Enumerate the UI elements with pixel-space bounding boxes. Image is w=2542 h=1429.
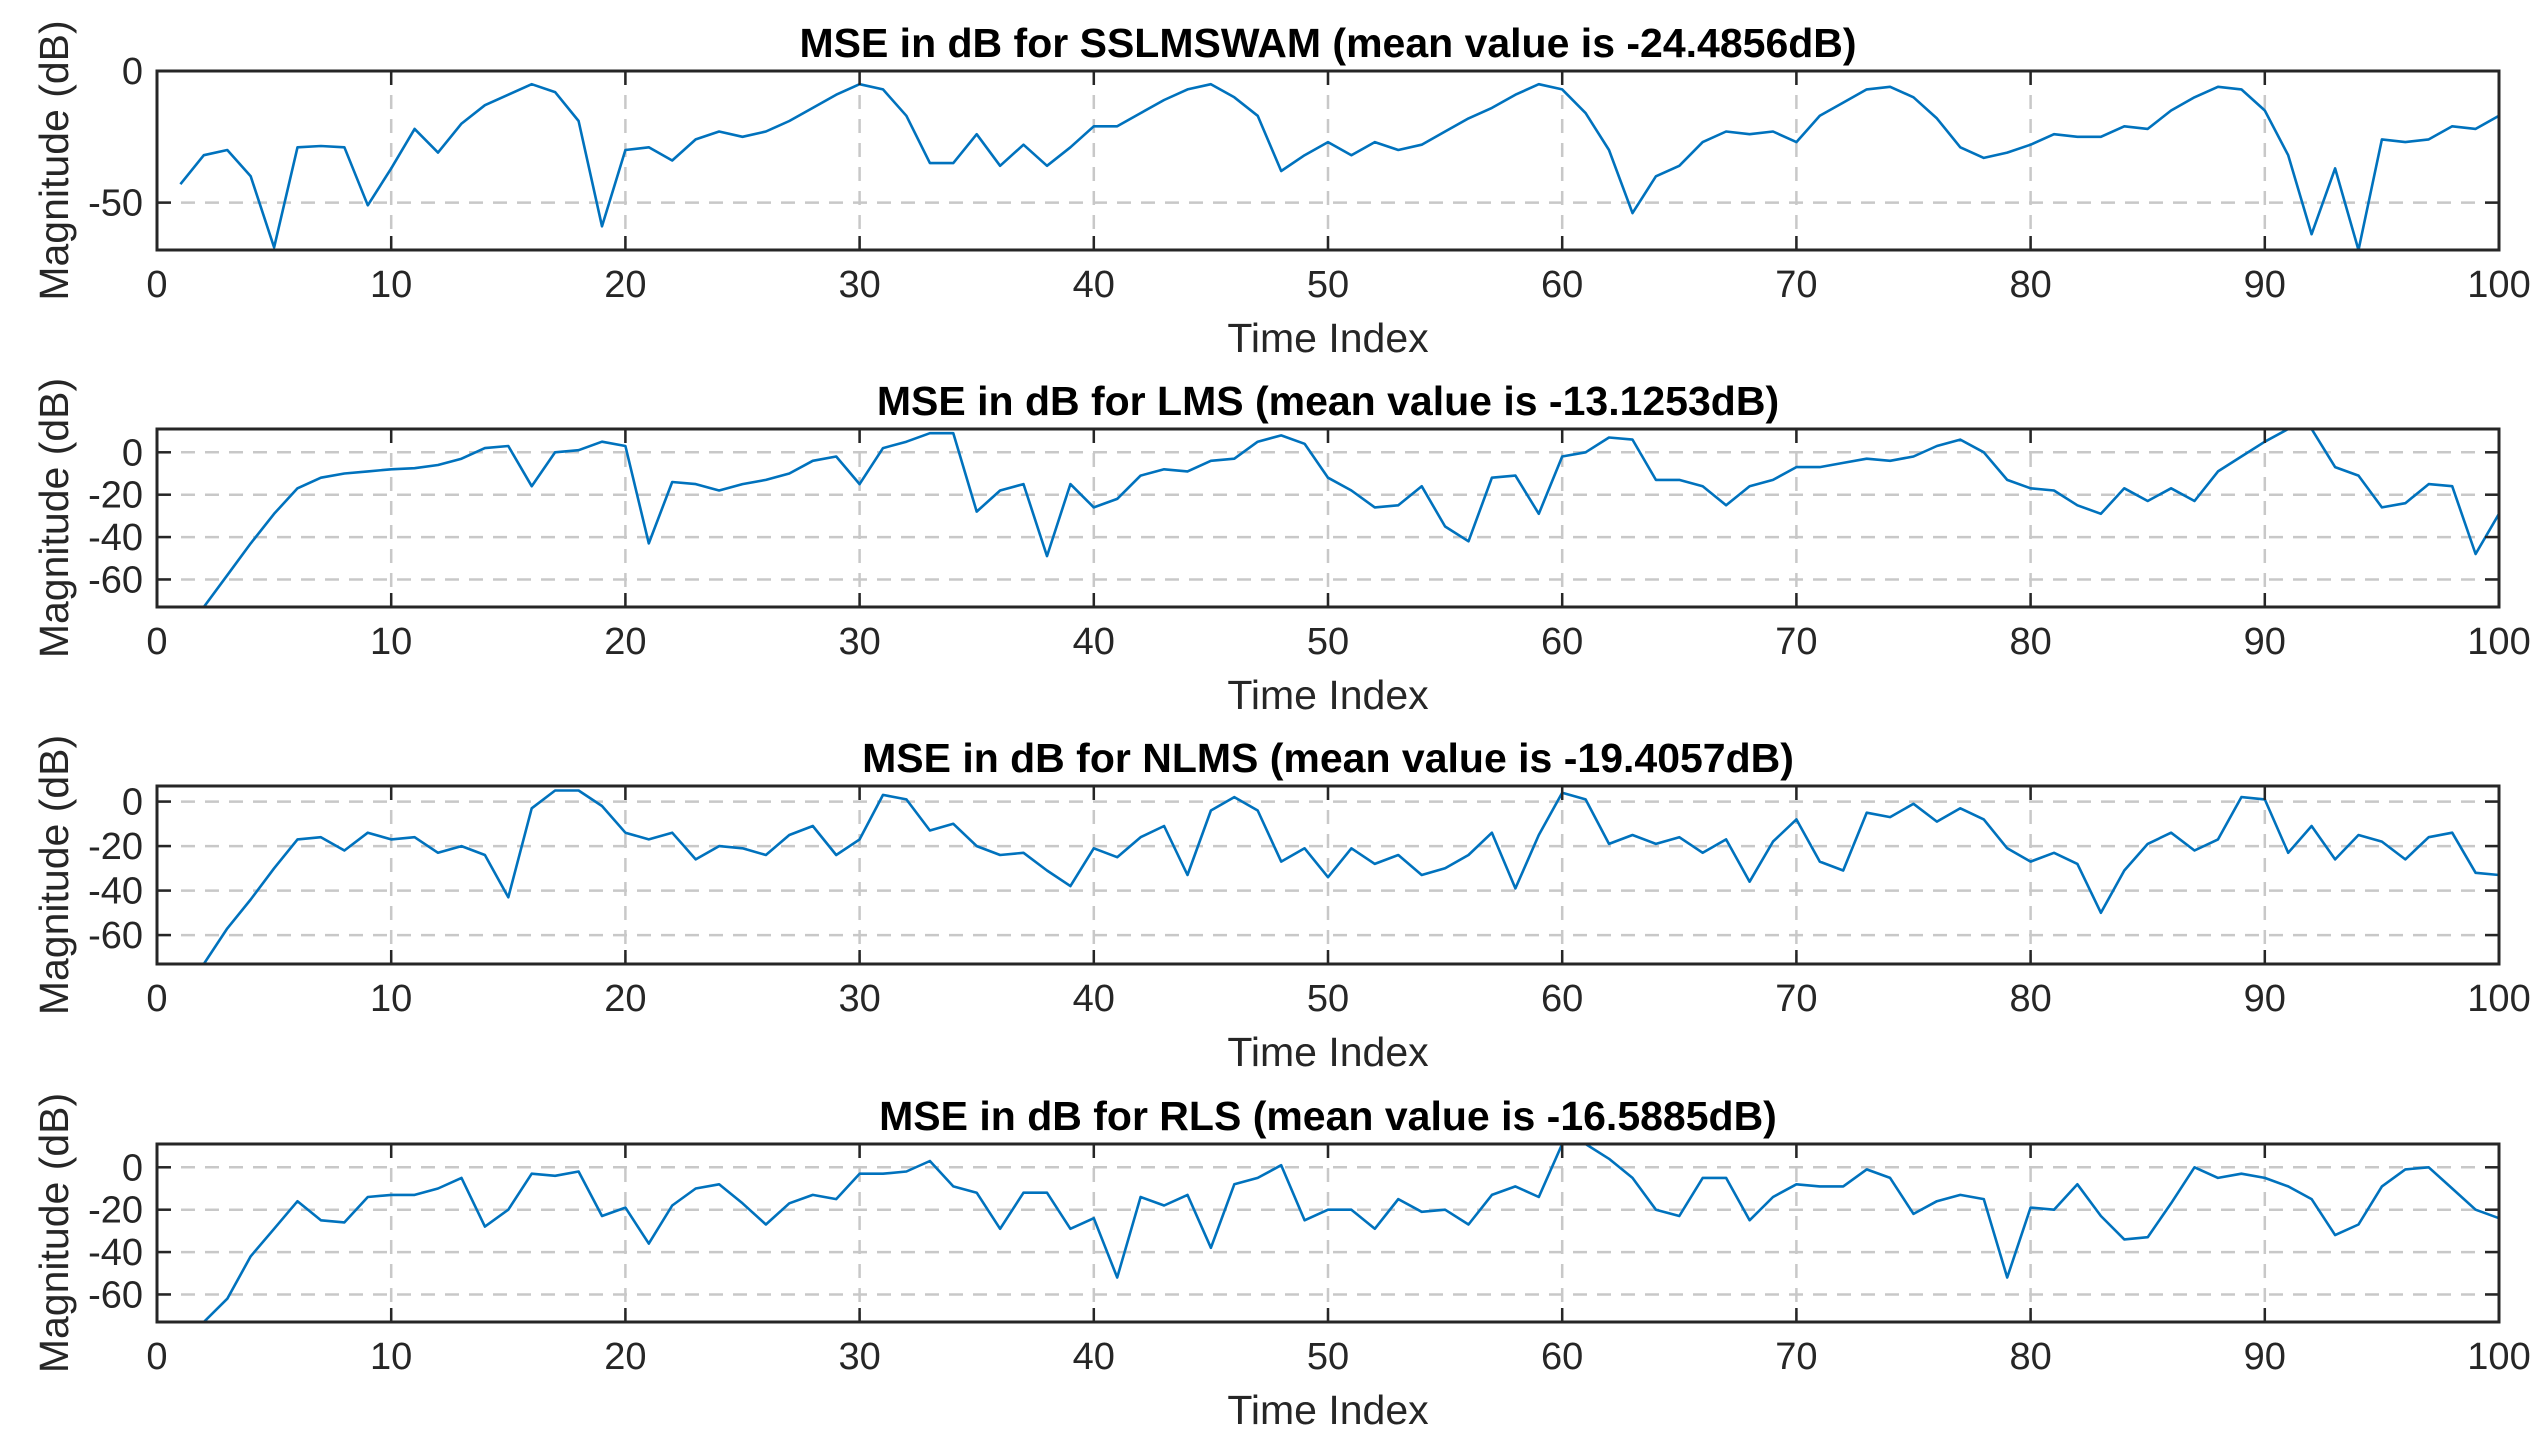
x-tick-label: 80 [2009, 621, 2051, 663]
x-tick-label: 20 [604, 264, 646, 306]
y-tick-label: 0 [122, 782, 143, 824]
x-tick-label: 100 [2467, 264, 2530, 306]
y-tick-label: -20 [88, 475, 143, 517]
y-tick-label: -20 [88, 826, 143, 868]
x-tick-label: 10 [370, 978, 412, 1020]
x-tick-label: 30 [838, 264, 880, 306]
x-axis-label: Time Index [1227, 672, 1429, 718]
x-tick-label: 90 [2244, 1336, 2286, 1378]
y-tick-label: 0 [122, 1147, 143, 1189]
x-tick-label: 60 [1541, 978, 1583, 1020]
y-tick-label: -50 [88, 183, 143, 225]
x-tick-label: 90 [2244, 264, 2286, 306]
y-tick-label: -60 [88, 559, 143, 601]
x-tick-label: 0 [146, 264, 167, 306]
x-tick-label: 10 [370, 264, 412, 306]
x-tick-label: 70 [1775, 621, 1817, 663]
x-tick-label: 60 [1541, 264, 1583, 306]
x-tick-label: 100 [2467, 978, 2530, 1020]
x-tick-label: 40 [1073, 264, 1115, 306]
chart-title: MSE in dB for LMS (mean value is -13.125… [877, 378, 1779, 424]
y-tick-label: -40 [88, 871, 143, 913]
x-tick-label: 90 [2244, 978, 2286, 1020]
x-tick-label: 60 [1541, 1336, 1583, 1378]
x-tick-label: 20 [604, 1336, 646, 1378]
y-tick-label: 0 [122, 432, 143, 474]
x-tick-label: 70 [1775, 264, 1817, 306]
x-tick-label: 40 [1073, 621, 1115, 663]
chart-title: MSE in dB for SSLMSWAM (mean value is -2… [799, 20, 1856, 66]
y-tick-label: -40 [88, 1232, 143, 1274]
x-tick-label: 70 [1775, 1336, 1817, 1378]
x-tick-label: 50 [1307, 621, 1349, 663]
x-tick-label: 20 [604, 978, 646, 1020]
x-tick-label: 30 [838, 621, 880, 663]
x-tick-label: 100 [2467, 621, 2530, 663]
x-tick-label: 90 [2244, 621, 2286, 663]
x-tick-label: 80 [2009, 264, 2051, 306]
x-tick-label: 50 [1307, 1336, 1349, 1378]
x-tick-label: 40 [1073, 1336, 1115, 1378]
x-tick-label: 80 [2009, 1336, 2051, 1378]
y-tick-label: -60 [88, 1274, 143, 1316]
x-tick-label: 40 [1073, 978, 1115, 1020]
y-axis-label: Magnitude (dB) [31, 20, 77, 300]
x-tick-label: 70 [1775, 978, 1817, 1020]
x-tick-label: 10 [370, 1336, 412, 1378]
x-tick-label: 60 [1541, 621, 1583, 663]
x-tick-label: 100 [2467, 1336, 2530, 1378]
x-axis-label: Time Index [1227, 1029, 1429, 1075]
x-tick-label: 0 [146, 1336, 167, 1378]
chart-title: MSE in dB for RLS (mean value is -16.588… [879, 1093, 1777, 1139]
series-line-1 [202, 429, 2499, 607]
y-tick-label: -20 [88, 1190, 143, 1232]
x-axis-label: Time Index [1227, 315, 1429, 361]
x-tick-label: 0 [146, 621, 167, 663]
y-tick-label: 0 [122, 51, 143, 93]
x-tick-label: 0 [146, 978, 167, 1020]
x-tick-label: 50 [1307, 978, 1349, 1020]
series-line-1 [202, 1144, 2499, 1322]
series-line-1 [202, 789, 2499, 964]
series-line-1 [179, 82, 2499, 250]
y-axis-label: Magnitude (dB) [31, 378, 77, 658]
y-tick-label: -40 [88, 517, 143, 559]
chart-title: MSE in dB for NLMS (mean value is -19.40… [862, 735, 1794, 781]
x-tick-label: 50 [1307, 264, 1349, 306]
y-axis-label: Magnitude (dB) [31, 1093, 77, 1373]
x-axis-label: Time Index [1227, 1387, 1429, 1429]
x-tick-label: 20 [604, 621, 646, 663]
x-tick-label: 30 [838, 978, 880, 1020]
x-tick-label: 30 [838, 1336, 880, 1378]
x-tick-label: 80 [2009, 978, 2051, 1020]
y-axis-label: Magnitude (dB) [31, 735, 77, 1015]
y-tick-label: -60 [88, 915, 143, 957]
x-tick-label: 10 [370, 621, 412, 663]
